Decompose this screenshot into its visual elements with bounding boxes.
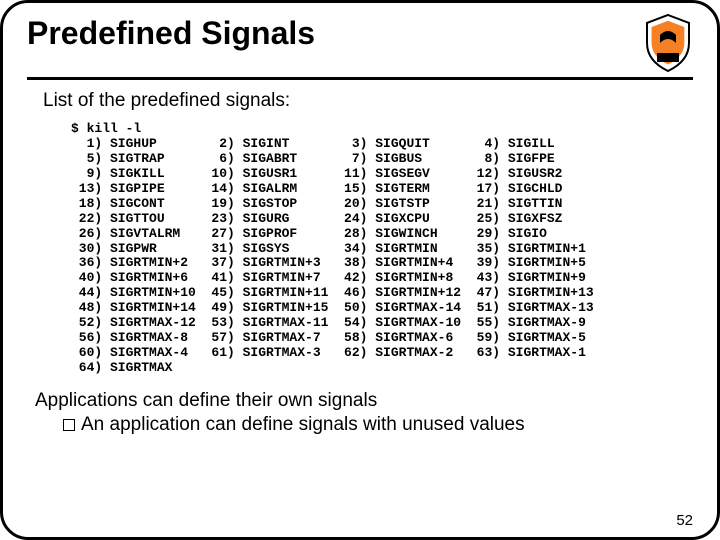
title-row: Predefined Signals <box>27 13 693 80</box>
footer-line-2-text: An application can define signals with u… <box>81 414 525 435</box>
page-number: 52 <box>676 512 693 529</box>
footer-line-2: An application can define signals with u… <box>63 414 693 436</box>
slide-title: Predefined Signals <box>27 13 315 52</box>
crest-icon <box>643 13 693 73</box>
signals-code-block: $ kill -l 1) SIGHUP 2) SIGINT 3) SIGQUIT… <box>71 122 693 376</box>
subtitle-text: List of the predefined signals: <box>43 90 693 112</box>
bullet-box-icon <box>63 419 75 431</box>
footer-line-1: Applications can define their own signal… <box>35 390 693 412</box>
slide-container: Predefined Signals List of the predefine… <box>0 0 720 540</box>
